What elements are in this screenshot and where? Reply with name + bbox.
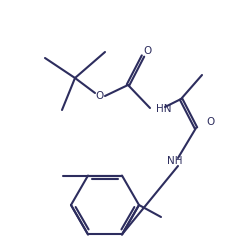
Text: O: O [144,46,152,56]
Text: HN: HN [156,104,171,114]
Text: NH: NH [167,156,183,166]
Text: O: O [96,91,104,101]
Text: O: O [206,117,214,127]
